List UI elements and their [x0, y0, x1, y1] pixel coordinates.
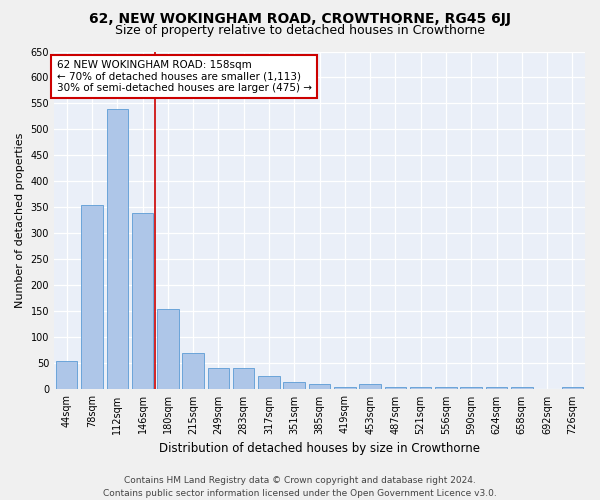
- Bar: [258, 376, 280, 390]
- Bar: [81, 205, 103, 390]
- Bar: [283, 382, 305, 390]
- Bar: [486, 387, 507, 390]
- Bar: [385, 387, 406, 390]
- X-axis label: Distribution of detached houses by size in Crowthorne: Distribution of detached houses by size …: [159, 442, 480, 455]
- Bar: [56, 361, 77, 390]
- Bar: [157, 309, 179, 390]
- Text: 62 NEW WOKINGHAM ROAD: 158sqm
← 70% of detached houses are smaller (1,113)
30% o: 62 NEW WOKINGHAM ROAD: 158sqm ← 70% of d…: [56, 60, 311, 93]
- Bar: [460, 387, 482, 390]
- Bar: [359, 384, 381, 390]
- Bar: [208, 368, 229, 390]
- Bar: [511, 387, 533, 390]
- Bar: [435, 387, 457, 390]
- Bar: [107, 108, 128, 390]
- Bar: [233, 368, 254, 390]
- Bar: [334, 387, 356, 390]
- Bar: [410, 387, 431, 390]
- Bar: [182, 353, 204, 390]
- Text: 62, NEW WOKINGHAM ROAD, CROWTHORNE, RG45 6JJ: 62, NEW WOKINGHAM ROAD, CROWTHORNE, RG45…: [89, 12, 511, 26]
- Bar: [309, 384, 330, 390]
- Text: Contains HM Land Registry data © Crown copyright and database right 2024.
Contai: Contains HM Land Registry data © Crown c…: [103, 476, 497, 498]
- Text: Size of property relative to detached houses in Crowthorne: Size of property relative to detached ho…: [115, 24, 485, 37]
- Bar: [562, 387, 583, 390]
- Y-axis label: Number of detached properties: Number of detached properties: [15, 133, 25, 308]
- Bar: [132, 212, 153, 390]
